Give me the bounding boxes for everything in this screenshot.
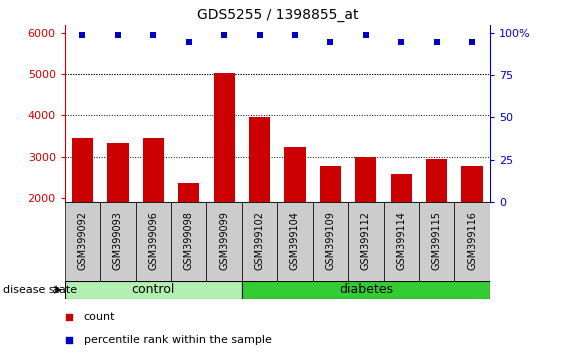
Bar [391, 174, 412, 280]
Point [432, 39, 441, 45]
Bar [107, 143, 128, 280]
Bar [65, 202, 100, 281]
Text: disease state: disease state [3, 285, 77, 295]
Text: GSM399092: GSM399092 [78, 211, 87, 270]
Text: GSM399114: GSM399114 [396, 211, 406, 270]
Point [468, 39, 477, 45]
Bar [348, 202, 383, 281]
Text: GSM399098: GSM399098 [184, 211, 194, 270]
Bar [320, 166, 341, 280]
Bar [278, 202, 312, 281]
Point [78, 32, 87, 38]
Bar [178, 183, 199, 280]
Text: GSM399115: GSM399115 [432, 211, 442, 270]
Bar [454, 202, 490, 281]
Text: GSM399112: GSM399112 [361, 211, 371, 270]
Bar [284, 147, 306, 280]
Bar [312, 202, 348, 281]
Text: GSM399104: GSM399104 [290, 211, 300, 270]
Text: GSM399096: GSM399096 [148, 211, 158, 270]
Bar [419, 202, 454, 281]
Point [220, 32, 229, 38]
Point [326, 39, 335, 45]
Text: control: control [132, 284, 175, 296]
Bar [65, 281, 242, 299]
Bar [100, 202, 136, 281]
Text: count: count [84, 312, 115, 322]
Text: GSM399116: GSM399116 [467, 211, 477, 270]
Point [65, 314, 74, 320]
Bar [213, 73, 235, 280]
Point [149, 32, 158, 38]
Point [361, 32, 370, 38]
Bar [462, 166, 482, 280]
Bar [426, 159, 447, 280]
Text: GSM399102: GSM399102 [254, 211, 265, 270]
Title: GDS5255 / 1398855_at: GDS5255 / 1398855_at [196, 8, 358, 22]
Text: diabetes: diabetes [339, 284, 393, 296]
Point [184, 39, 193, 45]
Text: GSM399093: GSM399093 [113, 211, 123, 270]
Bar [207, 202, 242, 281]
Bar [242, 202, 277, 281]
Bar [136, 202, 171, 281]
Bar [383, 202, 419, 281]
Bar [249, 116, 270, 280]
Point [255, 32, 264, 38]
Point [113, 32, 122, 38]
Point [65, 337, 74, 343]
Text: GSM399109: GSM399109 [325, 211, 336, 270]
Bar [72, 138, 93, 280]
Bar [142, 138, 164, 280]
Text: GSM399099: GSM399099 [219, 211, 229, 270]
Text: percentile rank within the sample: percentile rank within the sample [84, 335, 272, 346]
Point [291, 32, 300, 38]
Bar [242, 281, 490, 299]
Point [397, 39, 406, 45]
Bar [355, 156, 377, 280]
Bar [171, 202, 207, 281]
